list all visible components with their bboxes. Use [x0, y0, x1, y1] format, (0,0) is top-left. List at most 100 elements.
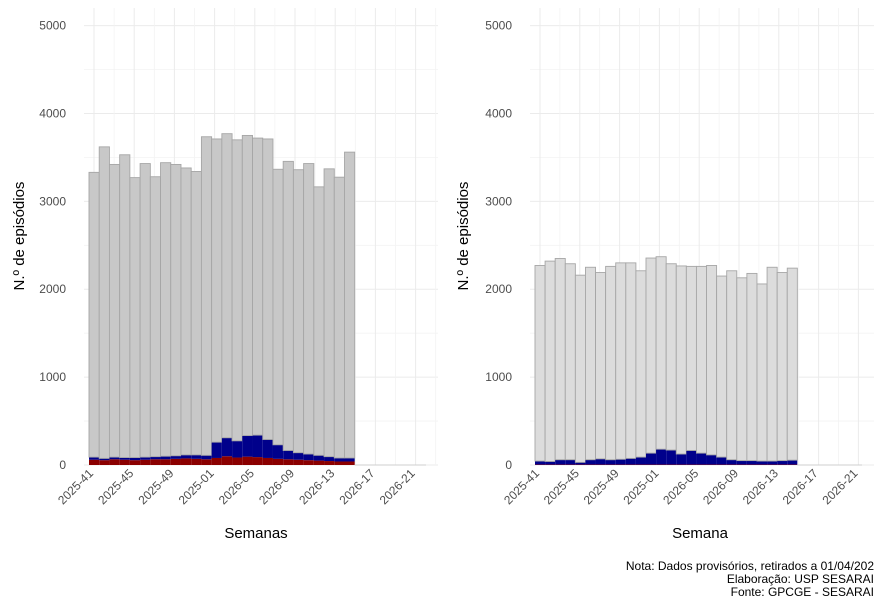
- bar-segment: [615, 459, 626, 465]
- x-tick-label: 2026-05: [660, 466, 701, 507]
- bar-segment: [252, 137, 264, 436]
- bar-segment: [108, 163, 121, 458]
- bar-segment: [272, 444, 284, 459]
- bar-segment: [303, 163, 315, 455]
- bar-segment: [776, 272, 788, 462]
- bar-segment: [656, 449, 667, 465]
- x-tick-label: 2026-05: [216, 466, 257, 507]
- bar-segment: [777, 460, 788, 465]
- x-tick-label: 2025-45: [541, 466, 582, 507]
- bar-segment: [88, 171, 100, 458]
- bar-segment: [787, 460, 798, 465]
- bar-segment: [221, 456, 233, 465]
- y-tick-label: 5000: [485, 19, 512, 33]
- x-tick-label: 2026-13: [296, 466, 337, 507]
- x-tick-label: 2026-09: [700, 466, 741, 507]
- x-tick-label: 2026-21: [377, 466, 418, 507]
- bar-segment: [262, 439, 273, 458]
- bar-segment: [129, 460, 141, 465]
- bar-segment: [334, 461, 345, 465]
- bar-segment: [716, 275, 728, 458]
- bar-segment: [272, 458, 284, 465]
- bar-segment: [201, 459, 212, 465]
- bar-segment: [726, 270, 738, 461]
- bar-segment: [283, 459, 294, 465]
- y-axis-title: N.º de episódios: [11, 182, 28, 291]
- x-tick-label: 2026-17: [780, 466, 821, 507]
- bar-segment: [545, 461, 556, 465]
- bar-segment: [190, 171, 202, 456]
- bar-segment: [191, 458, 202, 465]
- y-tick-label: 0: [505, 458, 512, 472]
- bar-segment: [535, 461, 546, 465]
- y-tick-label: 2000: [39, 282, 66, 296]
- bar-segment: [293, 452, 304, 460]
- bar-segment: [645, 453, 657, 465]
- bar-segment: [324, 461, 335, 465]
- bar-segment: [119, 459, 130, 465]
- bar-segment: [99, 460, 110, 465]
- bar-segment: [170, 163, 182, 457]
- bar-segment: [665, 263, 677, 451]
- right-chart-panel: 0100020003000400050002025-412025-452025-…: [455, 8, 874, 542]
- bar-segment: [605, 459, 616, 465]
- bar-segment: [150, 456, 161, 460]
- bar-segment: [160, 162, 172, 457]
- x-axis-title: Semana: [672, 525, 729, 542]
- bar-segment: [746, 460, 757, 465]
- y-tick-label: 0: [59, 458, 66, 472]
- footnote-line-3: Fonte: GPCGE - SESARAI: [730, 585, 874, 599]
- bar-segment: [211, 457, 222, 465]
- bar-segment: [129, 457, 141, 461]
- bar-segment: [323, 168, 335, 458]
- bar-segment: [89, 459, 100, 465]
- bar-segment: [140, 459, 151, 465]
- bar-segment: [645, 257, 657, 454]
- y-tick-label: 1000: [485, 370, 512, 384]
- bar-segment: [686, 450, 697, 465]
- bar-segment: [706, 265, 718, 456]
- bar-segment: [191, 454, 202, 459]
- bar-segment: [585, 266, 596, 461]
- y-tick-label: 1000: [39, 370, 66, 384]
- bar-segment: [334, 457, 345, 462]
- bar-segment: [201, 455, 212, 460]
- bar-segment: [170, 458, 181, 465]
- footnote: Nota: Dados provisórios, retirados a 01/…: [626, 560, 874, 599]
- bar-segment: [324, 456, 335, 462]
- x-tick-label: 2025-45: [95, 466, 136, 507]
- bar-segment: [575, 462, 586, 465]
- bar-segment: [231, 139, 243, 442]
- y-tick-label: 5000: [39, 19, 66, 33]
- bar-segment: [109, 457, 120, 460]
- x-tick-label: 2025-49: [581, 466, 622, 507]
- x-tick-label: 2025-41: [501, 466, 542, 507]
- bar-segment: [555, 459, 566, 465]
- bar-segment: [595, 272, 607, 460]
- bar-segment: [695, 265, 707, 454]
- bar-segment: [313, 186, 325, 456]
- x-tick-label: 2026-17: [336, 466, 377, 507]
- bar-segment: [564, 263, 576, 461]
- bar-segment: [344, 457, 355, 462]
- bar-segment: [595, 458, 606, 465]
- y-tick-label: 3000: [485, 194, 512, 208]
- bar-segment: [180, 167, 192, 456]
- x-tick-label: 2026-21: [819, 466, 860, 507]
- bar-segment: [232, 457, 243, 465]
- bar-segment: [625, 262, 637, 459]
- footnote-line-1: Nota: Dados provisórios, retirados a 01/…: [625, 559, 874, 573]
- bar-segment: [655, 256, 667, 450]
- bar-segment: [160, 456, 171, 460]
- bar-segment: [746, 272, 758, 462]
- bar-segment: [766, 266, 778, 462]
- bar-segment: [140, 457, 151, 460]
- bar-segment: [574, 274, 586, 463]
- bar-segment: [565, 459, 576, 465]
- x-tick-label: 2025-01: [620, 466, 661, 507]
- bar-segment: [313, 460, 325, 465]
- bar-segment: [736, 277, 748, 462]
- bar-segment: [344, 461, 355, 465]
- bar-segment: [252, 435, 263, 458]
